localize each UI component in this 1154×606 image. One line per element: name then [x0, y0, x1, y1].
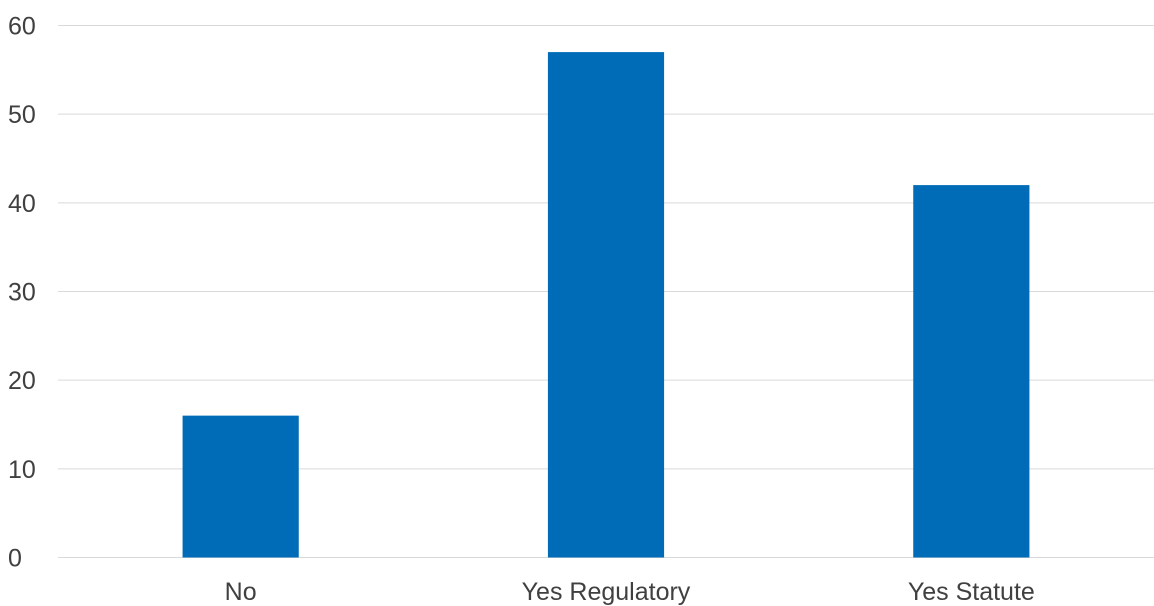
y-axis-ticks: 0 10 20 30 40 50 60 — [8, 13, 36, 573]
x-tick-label: Yes Statute — [908, 578, 1035, 606]
y-tick-label: 0 — [8, 545, 22, 573]
y-tick-label: 50 — [8, 101, 36, 129]
y-tick-label: 10 — [8, 456, 36, 484]
y-tick-label: 40 — [8, 190, 36, 218]
x-tick-label: No — [225, 578, 257, 606]
x-axis-ticks: No Yes Regulatory Yes Statute — [225, 578, 1035, 606]
y-tick-label: 60 — [8, 13, 36, 41]
bar — [913, 185, 1030, 558]
bar — [182, 415, 299, 558]
bar — [547, 52, 665, 558]
bars — [182, 52, 1030, 558]
y-tick-label: 20 — [8, 367, 36, 395]
x-tick-label: Yes Regulatory — [522, 578, 691, 606]
y-tick-label: 30 — [8, 279, 36, 307]
